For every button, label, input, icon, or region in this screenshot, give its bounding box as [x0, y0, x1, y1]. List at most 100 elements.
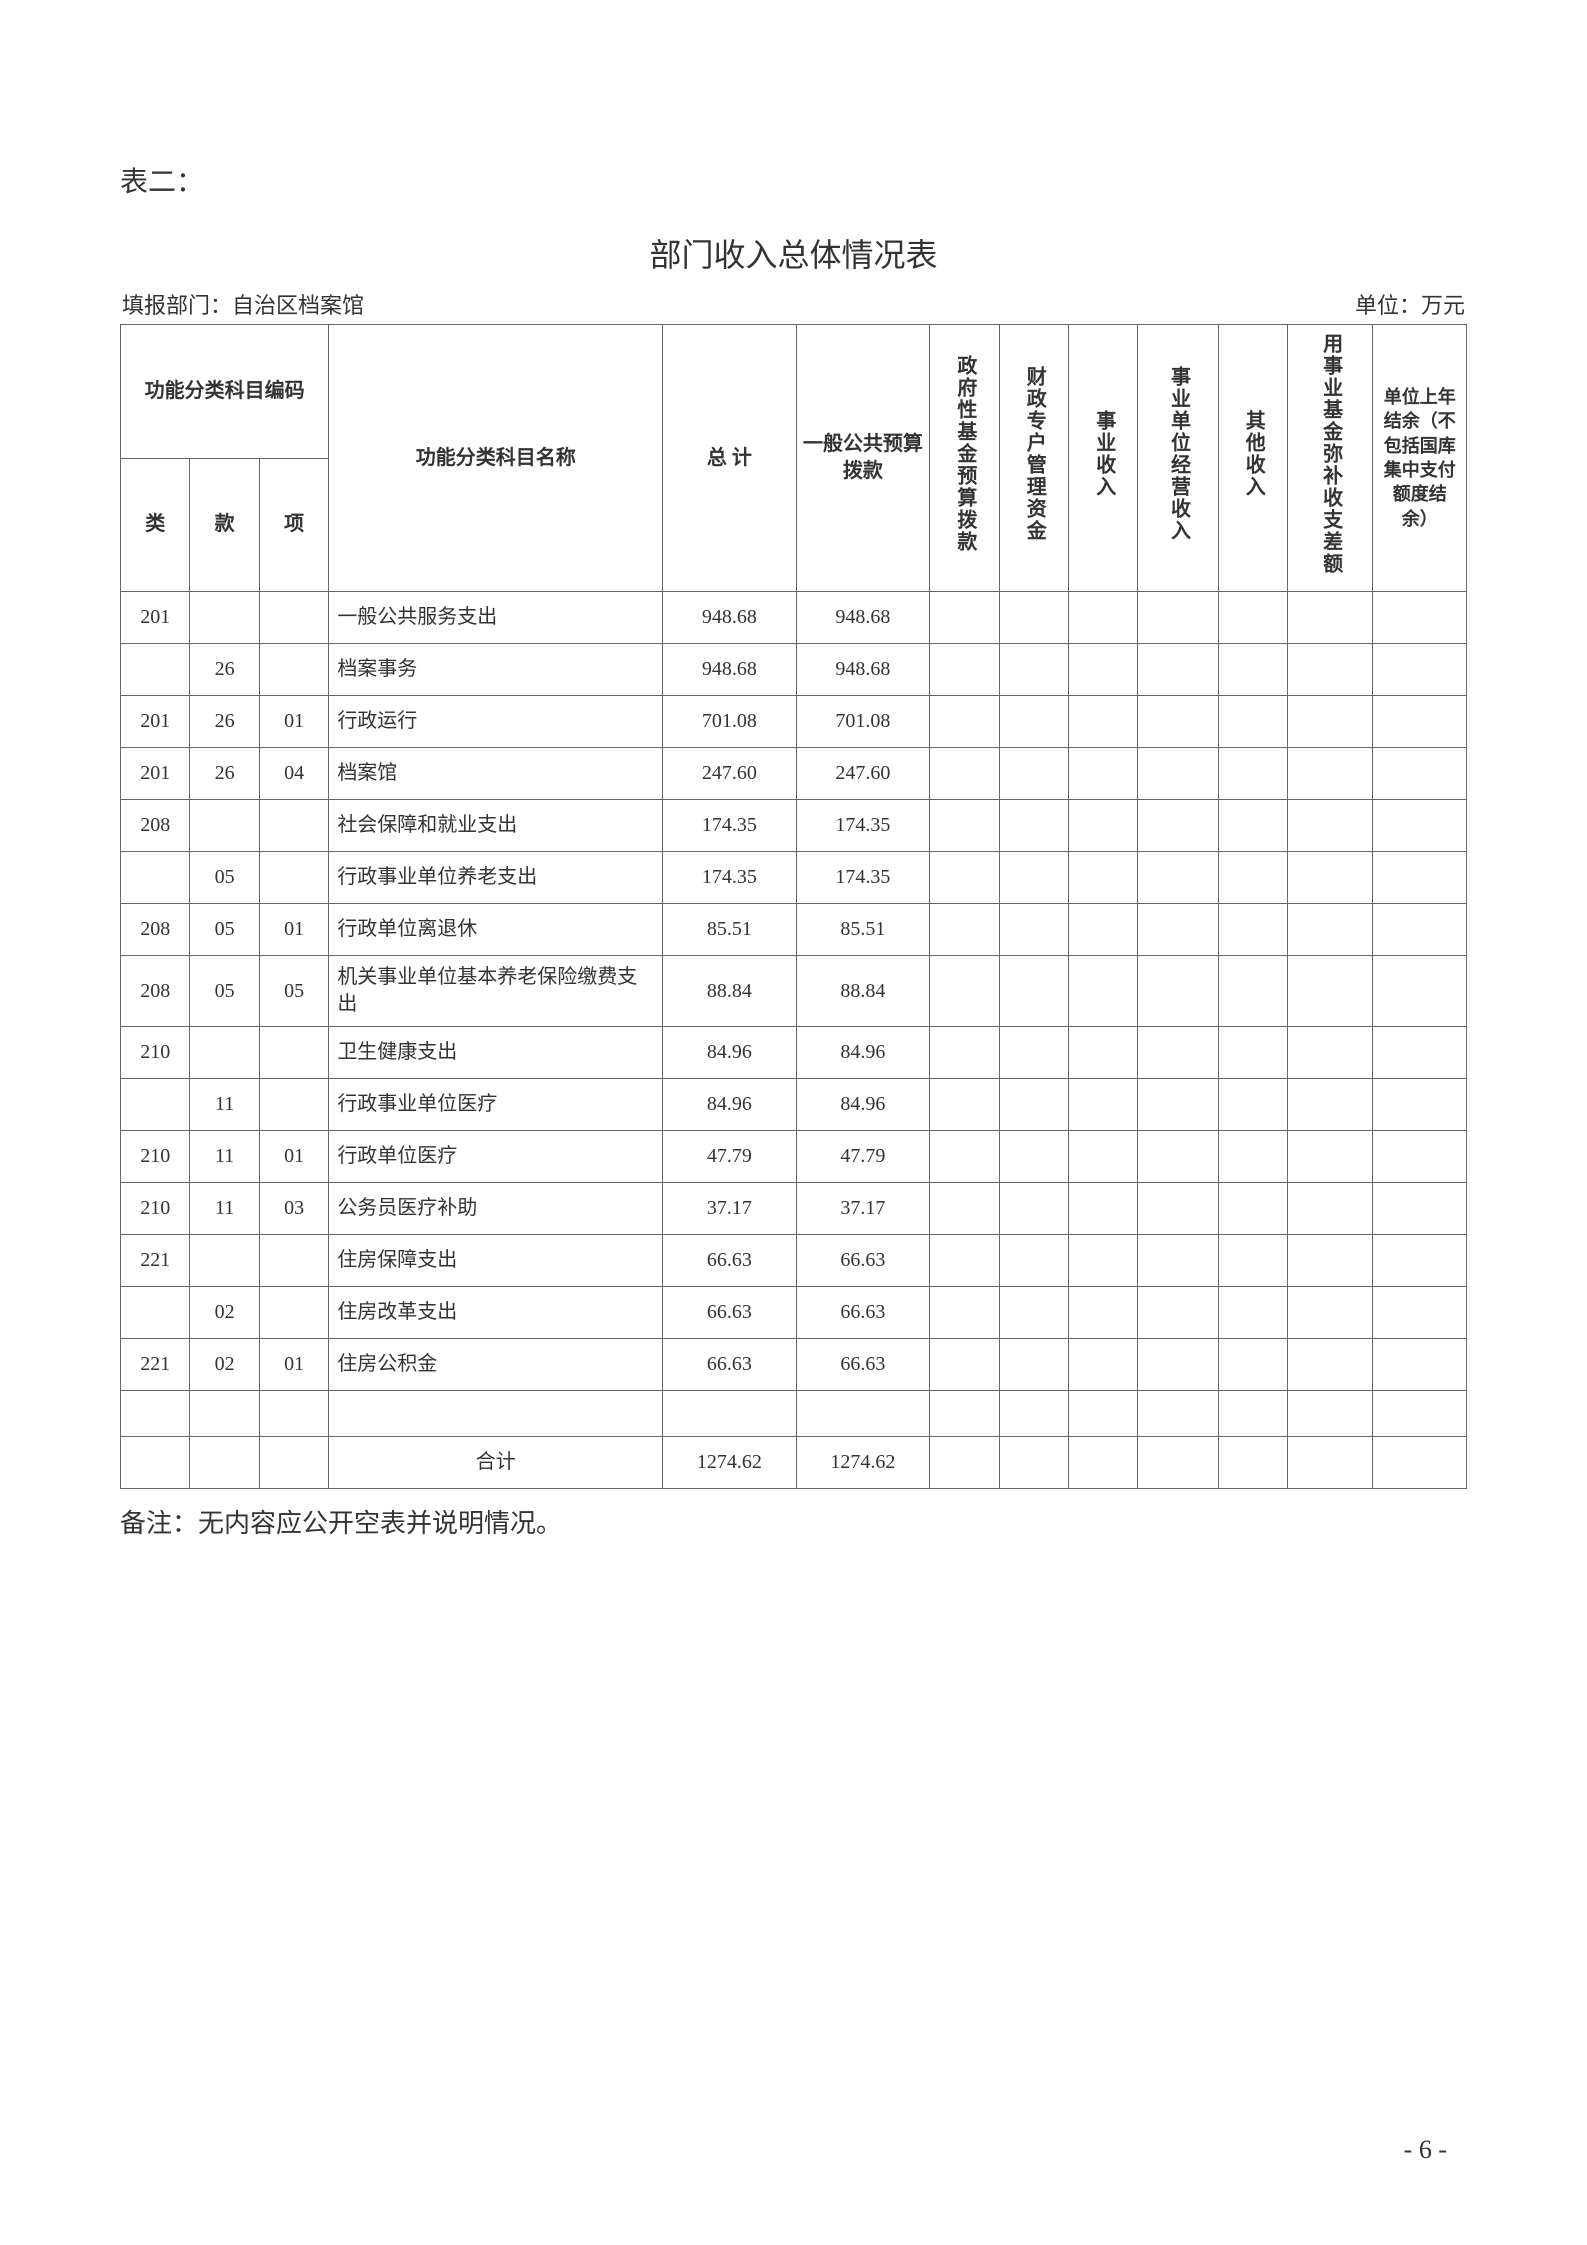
cell: [999, 1437, 1068, 1489]
cell: 26: [190, 696, 259, 748]
cell: [1373, 956, 1467, 1027]
cell: 1274.62: [663, 1437, 797, 1489]
cell: 档案事务: [329, 644, 663, 696]
cell: [1218, 1339, 1287, 1391]
cell: 174.35: [663, 800, 797, 852]
cell: 03: [259, 1183, 328, 1235]
cell: 174.35: [796, 852, 930, 904]
cell: [1373, 1287, 1467, 1339]
cell: 02: [190, 1339, 259, 1391]
cell: 合计: [329, 1437, 663, 1489]
cell: [1373, 1079, 1467, 1131]
cell: 88.84: [796, 956, 930, 1027]
cell: 档案馆: [329, 748, 663, 800]
cell: [930, 1027, 999, 1079]
cell: 行政单位医疗: [329, 1131, 663, 1183]
cell: [999, 748, 1068, 800]
cell: 行政事业单位养老支出: [329, 852, 663, 904]
cell: [1287, 852, 1372, 904]
cell: 201: [121, 592, 190, 644]
cell: 948.68: [663, 644, 797, 696]
cell: [1069, 1437, 1138, 1489]
cell: [930, 1183, 999, 1235]
table-row: 11行政事业单位医疗84.9684.96: [121, 1079, 1467, 1131]
cell: [1287, 1131, 1372, 1183]
note: 备注：无内容应公开空表并说明情况。: [120, 1503, 1467, 1540]
cell: 05: [190, 852, 259, 904]
cell: 行政运行: [329, 696, 663, 748]
cell: [999, 1027, 1068, 1079]
cell: [1218, 592, 1287, 644]
cell: 01: [259, 1131, 328, 1183]
cell: 66.63: [796, 1235, 930, 1287]
cell: [999, 852, 1068, 904]
cell: [1287, 1027, 1372, 1079]
cell: [1218, 956, 1287, 1027]
cell: 1274.62: [796, 1437, 930, 1489]
cell: [1218, 800, 1287, 852]
cell: [999, 1339, 1068, 1391]
cell: [930, 956, 999, 1027]
cell: [259, 800, 328, 852]
cell: 37.17: [663, 1183, 797, 1235]
cell: 208: [121, 956, 190, 1027]
cell: [1218, 748, 1287, 800]
cell: [1287, 904, 1372, 956]
cell: [121, 1391, 190, 1437]
th-biz-income: 事业收入: [1069, 325, 1138, 592]
cell: [1069, 644, 1138, 696]
cell: [1373, 644, 1467, 696]
cell: [1218, 1027, 1287, 1079]
cell: 11: [190, 1183, 259, 1235]
cell: [121, 1287, 190, 1339]
cell: [999, 1131, 1068, 1183]
cell: [259, 1391, 328, 1437]
cell: [1218, 1287, 1287, 1339]
cell: 04: [259, 748, 328, 800]
cell: [930, 748, 999, 800]
cell: [1069, 956, 1138, 1027]
cell: [1069, 592, 1138, 644]
cell: [1138, 1183, 1218, 1235]
cell: 机关事业单位基本养老保险缴费支出: [329, 956, 663, 1027]
cell: 01: [259, 1339, 328, 1391]
table-label: 表二：: [120, 160, 1467, 200]
cell: 701.08: [663, 696, 797, 748]
cell: [1218, 1235, 1287, 1287]
table-row: 201一般公共服务支出948.68948.68: [121, 592, 1467, 644]
cell: [1069, 1131, 1138, 1183]
cell: [1138, 1027, 1218, 1079]
cell: [1373, 592, 1467, 644]
table-row: 2101101行政单位医疗47.7947.79: [121, 1131, 1467, 1183]
cell: [1138, 1235, 1218, 1287]
cell: [1069, 1339, 1138, 1391]
cell: [930, 1235, 999, 1287]
th-other: 其他收入: [1218, 325, 1287, 592]
cell: [1373, 1183, 1467, 1235]
page: 表二： 部门收入总体情况表 填报部门：自治区档案馆 单位：万元 功能分类科目编码…: [0, 0, 1587, 2245]
cell: [121, 1079, 190, 1131]
cell: 05: [190, 956, 259, 1027]
cell: 66.63: [663, 1339, 797, 1391]
cell: [1373, 800, 1467, 852]
th-special: 财政专户管理资金: [999, 325, 1068, 592]
th-item: 项: [259, 458, 328, 592]
cell: [190, 1391, 259, 1437]
table-row: 2080505机关事业单位基本养老保险缴费支出88.8488.84: [121, 956, 1467, 1027]
cell: [1287, 1183, 1372, 1235]
cell: [999, 1079, 1068, 1131]
cell: [1069, 1391, 1138, 1437]
cell: [1218, 1131, 1287, 1183]
cell: [1138, 1391, 1218, 1437]
cell: [259, 1235, 328, 1287]
cell: [259, 1437, 328, 1489]
cell: [1287, 696, 1372, 748]
cell: [930, 1287, 999, 1339]
cell: 221: [121, 1339, 190, 1391]
cell: [1218, 852, 1287, 904]
cell: [1069, 696, 1138, 748]
reporter-label: 填报部门：自治区档案馆: [122, 288, 364, 320]
page-title: 部门收入总体情况表: [120, 230, 1467, 276]
table-row: 2012604档案馆247.60247.60: [121, 748, 1467, 800]
cell: [190, 1027, 259, 1079]
